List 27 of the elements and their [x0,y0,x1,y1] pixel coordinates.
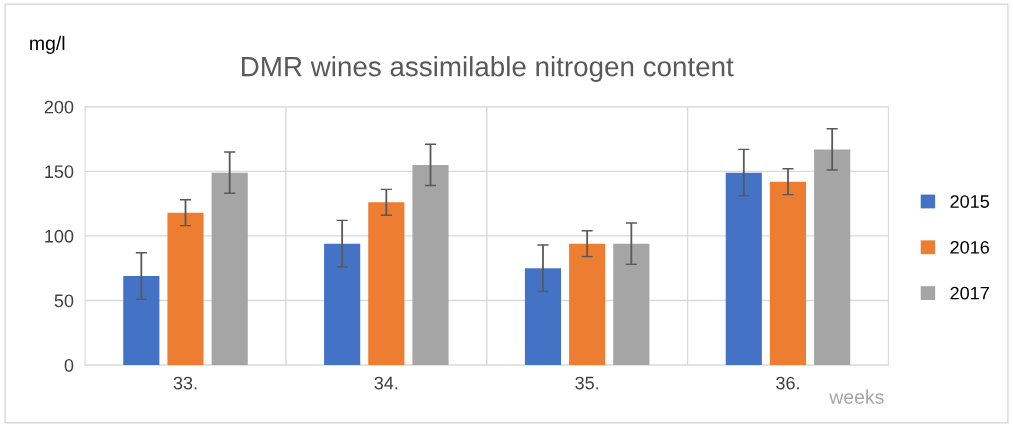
y-tick-label: 0 [64,359,74,372]
bar [412,164,449,366]
bar [725,172,762,366]
y-axis-title: mg/l [30,35,65,54]
legend-label: 2015 [950,195,990,208]
y-tick-label: 100 [45,229,74,243]
bar [123,275,160,366]
legend-label: 2017 [950,286,989,300]
x-tick-label: 35. [575,376,599,390]
legend-label: 2016 [950,240,989,254]
x-axis-title: weeks [829,389,884,404]
bar [524,268,562,366]
bar [814,149,851,366]
bar [769,181,807,366]
y-tick-label: 200 [44,100,74,114]
bar [368,202,405,366]
x-tick-label: 34. [374,376,398,390]
x-tick-label: 33. [173,376,197,390]
bar [167,212,204,366]
bar [324,243,361,366]
y-tick-label: 150 [45,165,74,179]
chart-title: DMR wines assimilable nitrogen content [242,56,734,82]
bar [613,243,650,366]
bar [569,243,606,366]
x-tick-label: 36. [776,376,799,390]
y-tick-label: 50 [54,294,74,308]
bar [211,172,248,366]
